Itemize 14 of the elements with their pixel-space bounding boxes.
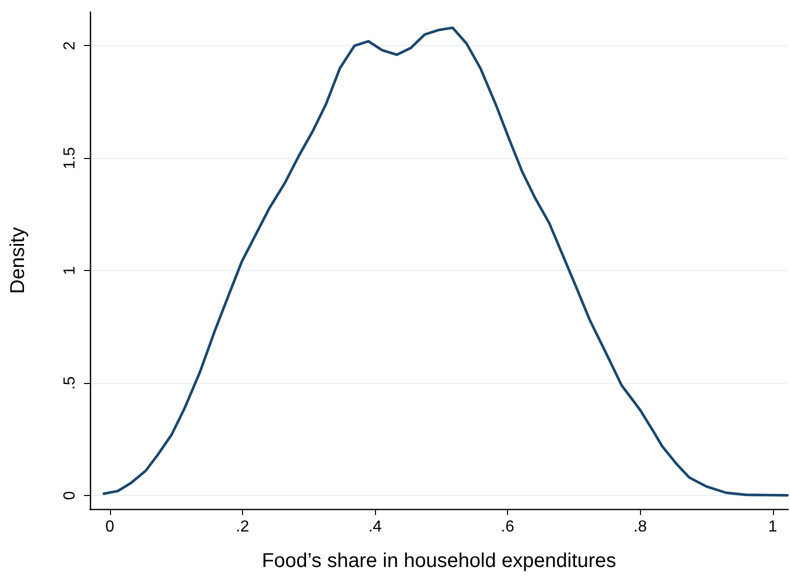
x-tick-label: 1	[768, 518, 778, 536]
x-axis-title: Food’s share in household expenditures	[262, 550, 616, 572]
y-tick-label: 0	[62, 490, 78, 500]
y-tick-label: 2	[62, 41, 78, 50]
x-tick-label: .8	[634, 518, 647, 536]
x-tick-label: .4	[368, 518, 382, 536]
x-tick-label: 0	[105, 518, 114, 536]
y-tick-label: .5	[62, 376, 78, 390]
x-tick-label: .6	[500, 518, 514, 536]
y-tick-label: 1.5	[62, 146, 78, 170]
x-tick-label: .2	[236, 518, 250, 536]
line-series	[102, 26, 789, 497]
y-tick-label: 1	[62, 266, 78, 276]
y-axis-title: Density	[7, 227, 29, 294]
